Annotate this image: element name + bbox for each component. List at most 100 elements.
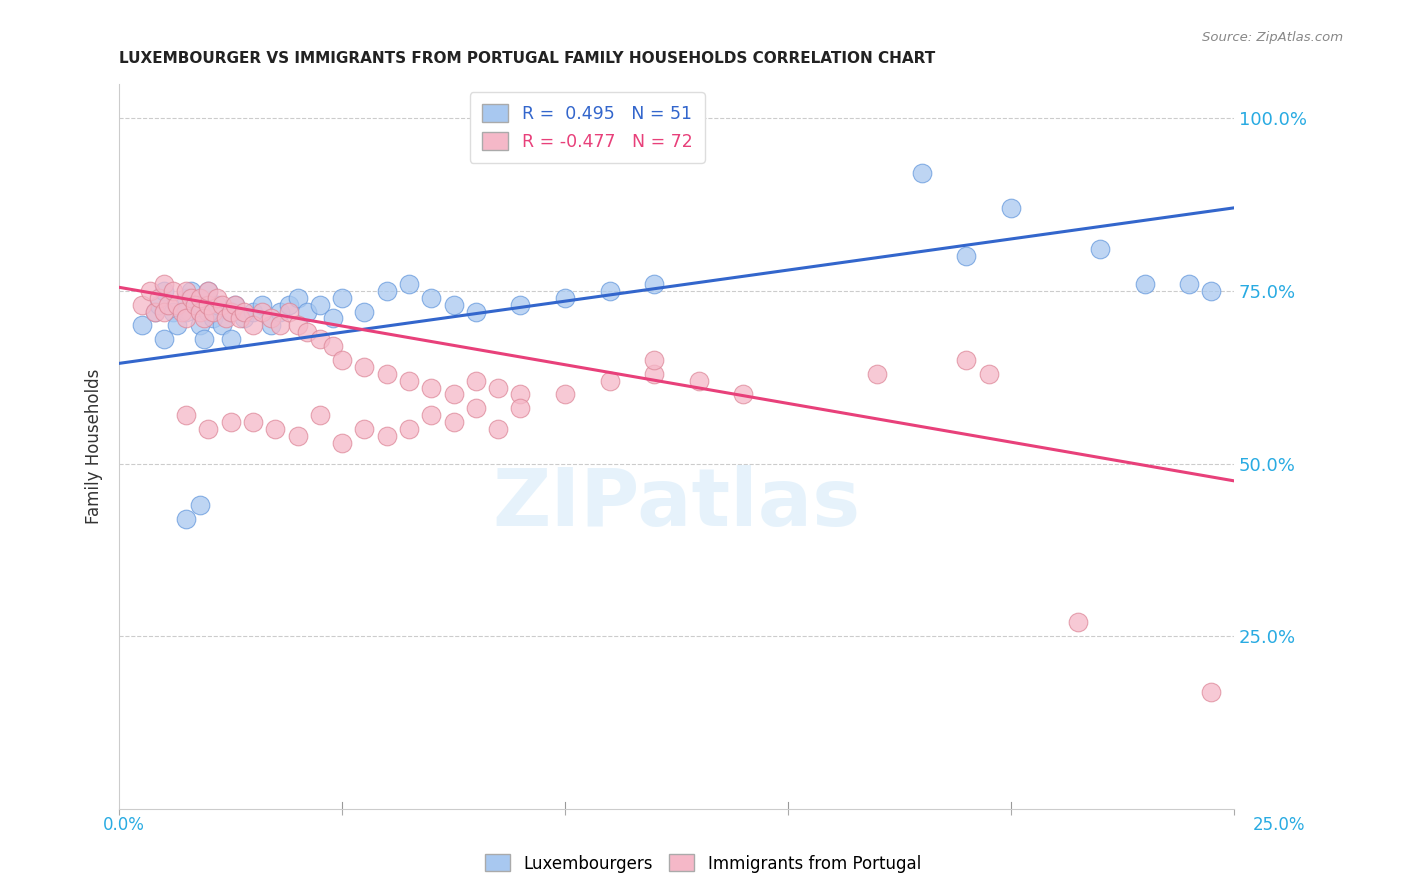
Point: [1201, 284, 1223, 298]
Point: [180, 291, 202, 305]
Point: [322, 311, 344, 326]
Point: [166, 318, 188, 333]
Point: [197, 304, 219, 318]
Point: [277, 304, 299, 318]
Point: [188, 304, 211, 318]
Point: [443, 297, 465, 311]
Point: [643, 352, 665, 367]
Point: [143, 304, 166, 318]
Point: [464, 401, 486, 416]
Point: [207, 291, 229, 305]
Point: [157, 297, 180, 311]
Point: [153, 332, 176, 346]
Point: [224, 297, 246, 311]
Point: [233, 304, 256, 318]
Point: [224, 297, 246, 311]
Point: [188, 318, 211, 333]
Point: [201, 304, 224, 318]
Point: [269, 304, 291, 318]
Point: [170, 304, 193, 318]
Point: [193, 332, 215, 346]
Point: [166, 297, 188, 311]
Legend: R =  0.495   N = 51, R = -0.477   N = 72: R = 0.495 N = 51, R = -0.477 N = 72: [470, 92, 704, 162]
Point: [486, 422, 509, 436]
Point: [420, 380, 443, 394]
Point: [398, 374, 420, 388]
Point: [219, 304, 242, 318]
Point: [420, 291, 443, 305]
Point: [242, 318, 264, 333]
Point: [174, 408, 197, 422]
Point: [486, 380, 509, 394]
Point: [353, 359, 375, 374]
Point: [330, 352, 353, 367]
Point: [643, 367, 665, 381]
Legend: Luxembourgers, Immigrants from Portugal: Luxembourgers, Immigrants from Portugal: [478, 847, 928, 880]
Point: [201, 311, 224, 326]
Point: [197, 284, 219, 298]
Point: [242, 304, 264, 318]
Point: [174, 284, 197, 298]
Point: [1133, 277, 1156, 291]
Point: [375, 429, 398, 443]
Point: [309, 408, 332, 422]
Point: [353, 422, 375, 436]
Point: [330, 435, 353, 450]
Point: [188, 498, 211, 512]
Point: [295, 325, 318, 339]
Point: [219, 332, 242, 346]
Point: [215, 311, 238, 326]
Point: [443, 415, 465, 429]
Point: [375, 367, 398, 381]
Point: [260, 311, 283, 326]
Point: [955, 352, 977, 367]
Point: [242, 415, 264, 429]
Point: [911, 166, 934, 180]
Point: [264, 422, 287, 436]
Point: [599, 374, 621, 388]
Text: 0.0%: 0.0%: [103, 816, 145, 834]
Point: [260, 318, 283, 333]
Point: [174, 304, 197, 318]
Point: [197, 284, 219, 298]
Point: [287, 291, 309, 305]
Point: [219, 415, 242, 429]
Point: [174, 311, 197, 326]
Point: [509, 387, 531, 401]
Point: [219, 304, 242, 318]
Point: [131, 297, 153, 311]
Point: [193, 311, 215, 326]
Y-axis label: Family Households: Family Households: [86, 368, 103, 524]
Point: [131, 318, 153, 333]
Point: [554, 291, 576, 305]
Point: [443, 387, 465, 401]
Point: [1067, 615, 1090, 630]
Point: [375, 284, 398, 298]
Text: LUXEMBOURGER VS IMMIGRANTS FROM PORTUGAL FAMILY HOUSEHOLDS CORRELATION CHART: LUXEMBOURGER VS IMMIGRANTS FROM PORTUGAL…: [120, 51, 935, 66]
Point: [464, 374, 486, 388]
Point: [162, 284, 184, 298]
Point: [277, 297, 299, 311]
Point: [148, 291, 170, 305]
Text: ZIPatlas: ZIPatlas: [492, 466, 860, 543]
Text: 25.0%: 25.0%: [1253, 816, 1305, 834]
Point: [866, 367, 889, 381]
Point: [398, 277, 420, 291]
Point: [509, 297, 531, 311]
Point: [228, 311, 250, 326]
Point: [143, 304, 166, 318]
Point: [269, 318, 291, 333]
Point: [509, 401, 531, 416]
Point: [139, 284, 162, 298]
Point: [1000, 201, 1022, 215]
Point: [398, 422, 420, 436]
Point: [309, 297, 332, 311]
Point: [955, 249, 977, 263]
Point: [174, 291, 197, 305]
Point: [420, 408, 443, 422]
Point: [733, 387, 755, 401]
Point: [250, 297, 273, 311]
Point: [688, 374, 710, 388]
Point: [188, 297, 211, 311]
Point: [554, 387, 576, 401]
